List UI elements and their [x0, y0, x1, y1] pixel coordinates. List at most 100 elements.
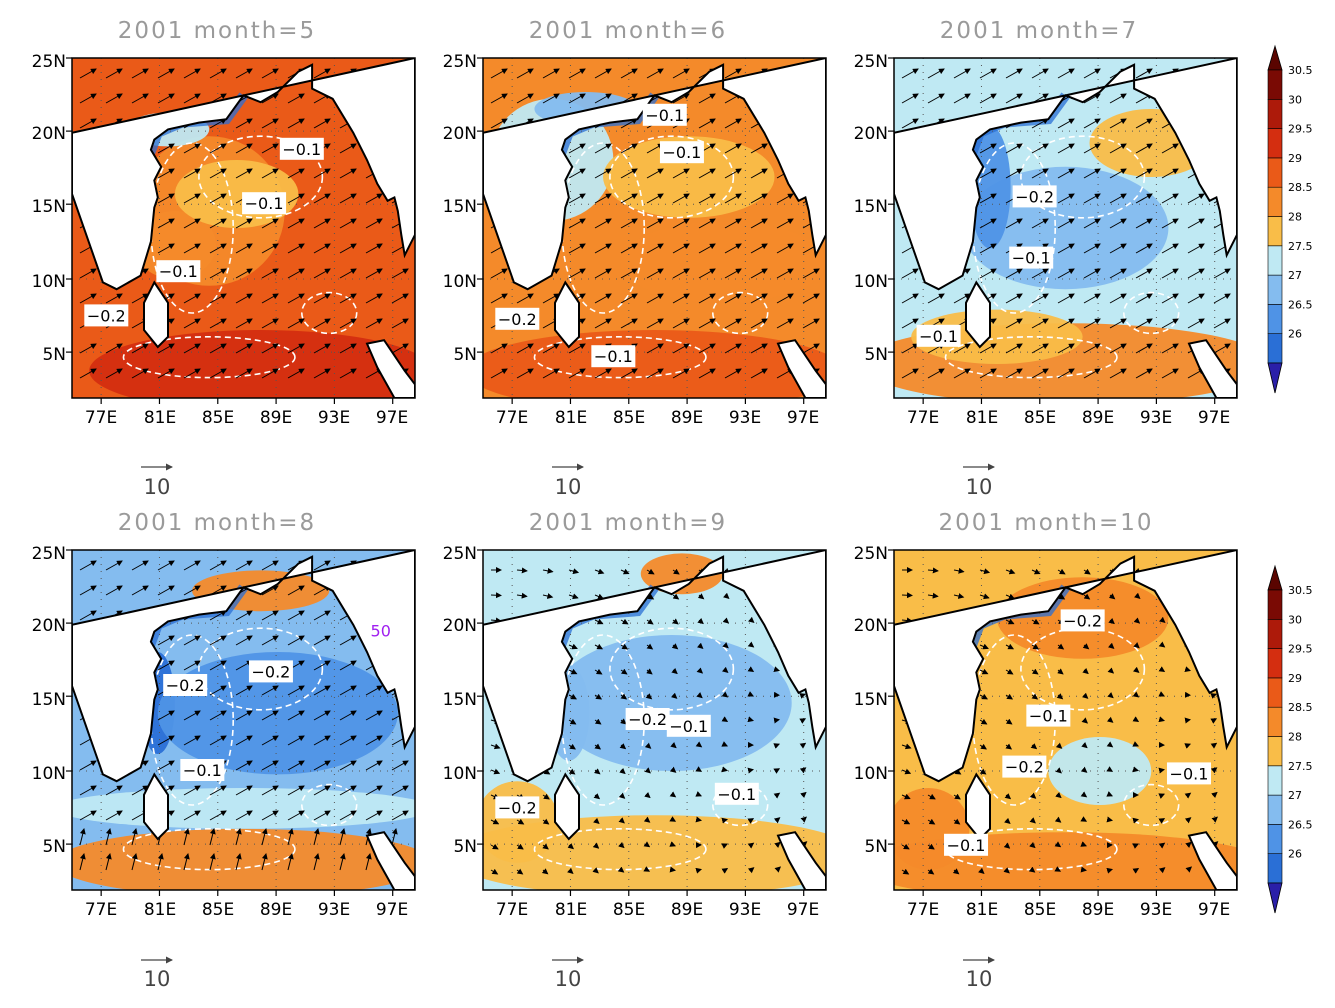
colorbar-segment [1267, 304, 1283, 334]
wind-vector [927, 868, 935, 875]
contour-label-box [1026, 704, 1071, 727]
contour-label: −0.1 [159, 262, 198, 281]
colorbar-segment [1267, 706, 1283, 737]
contour-line [533, 336, 707, 379]
x-tick: 81E [966, 900, 998, 920]
wind-vector [568, 68, 586, 79]
wind-vector [1158, 641, 1166, 648]
wind-vector [1083, 168, 1101, 179]
wind-vector [1081, 692, 1089, 699]
wind-vector [1054, 816, 1062, 823]
wind-vector [620, 318, 638, 329]
wind-vector [979, 368, 997, 379]
wind-vector [391, 810, 409, 821]
panel-title: 2001 month=10 [938, 510, 1153, 536]
wind-vector [339, 685, 357, 696]
wind-vector [287, 318, 305, 329]
wind-vector [1133, 642, 1140, 649]
wind-vector [1003, 842, 1011, 849]
wind-vector [157, 343, 175, 354]
wind-vector [568, 193, 586, 204]
wind-vector [365, 193, 383, 204]
wind-vector [261, 293, 279, 304]
wind-vector [802, 293, 820, 304]
wind-vector [209, 268, 227, 279]
wind-vector [696, 692, 703, 699]
wind-vector [1057, 668, 1064, 675]
wind-vector [644, 767, 651, 774]
wind-vector [592, 842, 600, 849]
colorbar-segment [1267, 589, 1283, 620]
wind-vector [131, 853, 138, 871]
wind-vector [235, 853, 242, 871]
sst-patch [969, 126, 1011, 249]
wind-vector [541, 868, 549, 875]
contour-line [301, 783, 358, 827]
colorbar-label: 27 [1288, 269, 1302, 282]
colorbar-segment [1267, 824, 1283, 855]
colorbar-segment [1267, 245, 1283, 276]
y-tick: 25N [32, 544, 66, 564]
panel-title: 2001 month=7 [940, 18, 1138, 44]
wind-vector [750, 143, 768, 154]
y-tick: 5N [453, 837, 477, 857]
wind-vector [490, 368, 508, 379]
map-area: −0.1 −0.1 −0.1 −0.2 [66, 57, 416, 404]
wind-vector [1187, 318, 1205, 329]
wind-vector [620, 293, 638, 304]
wind-vector [490, 293, 508, 304]
panel-title: 2001 month=8 [118, 510, 316, 536]
panel-title: 2001 month=6 [529, 18, 727, 44]
wind-vector [339, 343, 357, 354]
contour-label: −0.2 [498, 798, 537, 817]
wind-vector [183, 218, 201, 229]
wind-vector [620, 268, 638, 279]
wind-vector [261, 810, 279, 821]
wind-vector [1031, 618, 1040, 625]
colorbar-label: 30 [1288, 613, 1302, 626]
wind-vector [620, 68, 638, 79]
wind-vector [313, 193, 331, 204]
wind-vector [105, 560, 123, 571]
wind-vector [339, 243, 357, 254]
x-tick: 93E [318, 408, 350, 428]
x-tick: 77E [85, 408, 117, 428]
wind-vector [209, 635, 227, 646]
wind-vector [183, 710, 201, 721]
x-tick: 77E [907, 408, 939, 428]
colorbar-segment [1267, 333, 1283, 364]
wind-vector [800, 791, 807, 799]
wind-vector [646, 168, 664, 179]
wind-vector [672, 368, 690, 379]
x-axis-ticks: 77E 81E 85E 89E 93E 97E [85, 900, 408, 920]
wind-vector [646, 293, 664, 304]
wind-vector [1005, 268, 1023, 279]
land-mass [483, 550, 826, 783]
wind-vector [261, 785, 279, 796]
reference-vector-label: 10 [966, 967, 993, 991]
wind-vector [209, 710, 227, 721]
wind-vector [313, 660, 331, 671]
wind-vector [1187, 218, 1205, 229]
wind-vector [209, 810, 227, 821]
panel-frame [71, 549, 416, 891]
wind-vector [747, 842, 755, 849]
wind-vector [594, 643, 604, 650]
wind-vector [209, 828, 216, 846]
wind-vector [1082, 667, 1089, 675]
wind-vector [698, 268, 716, 279]
wind-vector [979, 593, 990, 600]
wind-vector [1003, 867, 1010, 874]
wind-vector [157, 660, 175, 671]
wind-vector [157, 560, 175, 571]
y-tick: 25N [854, 52, 888, 72]
wind-vector [313, 268, 331, 279]
wind-vector [750, 193, 768, 204]
wind-vector [1109, 368, 1127, 379]
wind-vector [901, 318, 919, 329]
reference-vector-label: 10 [144, 475, 171, 499]
wind-vector [183, 585, 201, 596]
wind-vector [209, 735, 227, 746]
wind-vector [105, 293, 123, 304]
map-panel-4: 2001 month=8 −0.2 −0.2 −0.1 50 25N 20N 15N … [32, 510, 416, 991]
